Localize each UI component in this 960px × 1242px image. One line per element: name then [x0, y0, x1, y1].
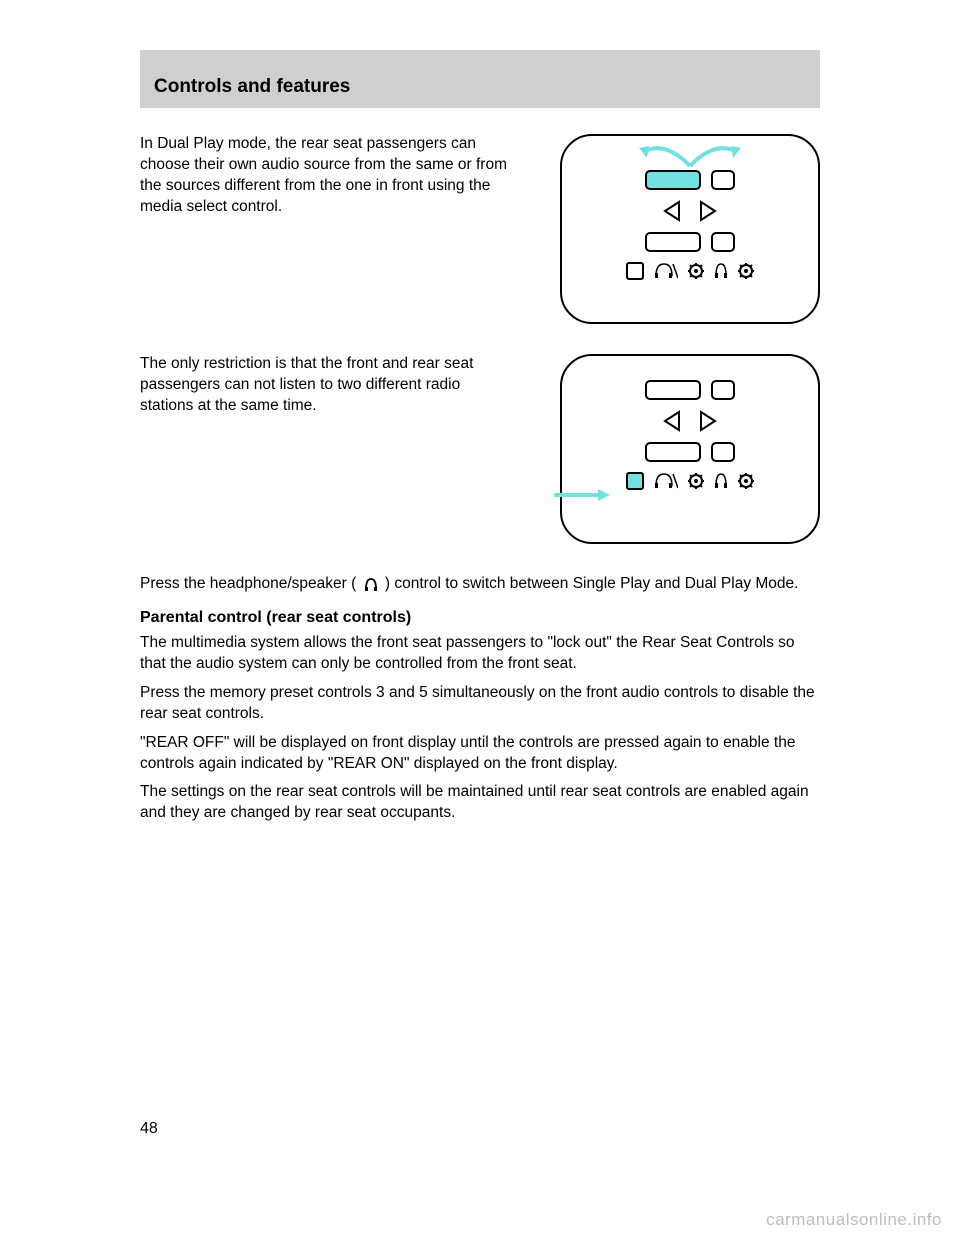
page-number: 48: [140, 1120, 158, 1138]
para2-prefix: Press the headphone/speaker (: [140, 575, 356, 592]
diagram1-column: [530, 134, 820, 324]
button-wide-2b: [645, 442, 701, 462]
rear-controls-diagram-2: [560, 354, 820, 544]
rear-heading: Parental control (rear seat controls): [140, 609, 820, 627]
gear-icon-3: [688, 473, 704, 489]
headphone-speaker-icon: [654, 262, 678, 280]
section-restriction: The only restriction is that the front a…: [140, 354, 820, 544]
body-block: Press the headphone/speaker ( ) control …: [140, 574, 820, 824]
headphone-speaker-icon-2: [654, 472, 678, 490]
watermark: carmanualsonline.info: [766, 1210, 942, 1230]
prev-icon: [663, 200, 681, 222]
rear-p2: Press the memory preset controls 3 and 5…: [140, 683, 820, 725]
page-content: Controls and features In Dual Play mode,…: [140, 50, 820, 832]
gear-icon-1: [688, 263, 704, 279]
next-icon-2: [699, 410, 717, 432]
rear-p3: "REAR OFF" will be displayed on front di…: [140, 733, 820, 775]
button-small-2b: [711, 442, 735, 462]
section2-text: The only restriction is that the front a…: [140, 354, 530, 544]
media-select-arrows-icon: [635, 140, 745, 170]
row2-3: [645, 442, 735, 462]
gear-icon-4: [738, 473, 754, 489]
button-wide-2: [645, 232, 701, 252]
section1-text: In Dual Play mode, the rear seat passeng…: [140, 134, 530, 324]
button-small-2a: [711, 380, 735, 400]
section-dual-play: In Dual Play mode, the rear seat passeng…: [140, 134, 820, 324]
row-3: [645, 232, 735, 252]
row2-4: [626, 472, 754, 490]
row2-2: [663, 410, 717, 432]
media-select-button: [645, 170, 701, 190]
headphone-only-icon: [714, 262, 728, 280]
rear-p1: The multimedia system allows the front s…: [140, 633, 820, 675]
next-icon: [699, 200, 717, 222]
headphone-speaker-control-hl: [626, 472, 644, 490]
headphone-speaker-control: [626, 262, 644, 280]
section-header: Controls and features: [140, 50, 820, 108]
rear-p4: The settings on the rear seat controls w…: [140, 782, 820, 824]
headphone-only-icon-2: [714, 472, 728, 490]
para-press-headphone: Press the headphone/speaker ( ) control …: [140, 574, 820, 595]
inline-headphone-icon: [363, 576, 379, 592]
gear-icon-2: [738, 263, 754, 279]
control-grid-2: [626, 380, 754, 490]
prev-icon-2: [663, 410, 681, 432]
row-4: [626, 262, 754, 280]
row-2: [663, 200, 717, 222]
para2-suffix: ) control to switch between Single Play …: [385, 575, 799, 592]
row-1: [645, 170, 735, 190]
media-select-button-2: [645, 380, 701, 400]
pointer-arrow-icon: [554, 488, 610, 502]
diagram2-column: [530, 354, 820, 544]
button-small-1: [711, 170, 735, 190]
control-grid: [626, 170, 754, 280]
rear-controls-diagram-1: [560, 134, 820, 324]
row2-1: [645, 380, 735, 400]
button-small-2: [711, 232, 735, 252]
header-title: Controls and features: [154, 76, 806, 98]
